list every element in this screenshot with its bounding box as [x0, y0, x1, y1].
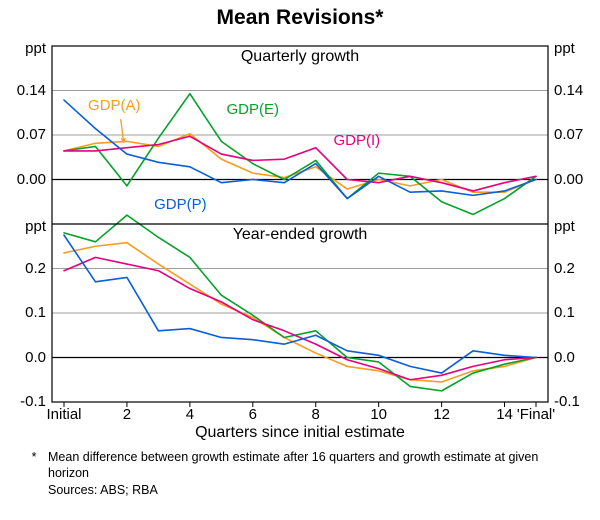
- xtick-0: Initial: [39, 406, 89, 423]
- ytick-left-p1-2: 0.1: [25, 304, 46, 321]
- xtick-3: 6: [228, 406, 278, 423]
- series-label-gdpa: GDP(A): [88, 97, 141, 114]
- chart-plot: [0, 0, 600, 520]
- ytick-left-p1-3: 0.2: [25, 260, 46, 277]
- ytick-left-p1-0: -0.1: [20, 393, 46, 410]
- ytick-left-p1-1: 0.0: [25, 349, 46, 366]
- series-line-gdpa-p0: [64, 134, 536, 192]
- y-unit-left-p0: ppt: [25, 40, 46, 57]
- series-line-gdpa-p1: [64, 243, 536, 382]
- series-line-gdpe-p1: [64, 215, 536, 391]
- ytick-right-p1-2: 0.1: [554, 304, 575, 321]
- series-line-gdpi-p1: [64, 257, 536, 379]
- y-unit-left-p1: ppt: [25, 218, 46, 235]
- xtick-1: 2: [102, 406, 152, 423]
- xtick-5: 10: [354, 406, 404, 423]
- ytick-right-p0-2: 0.14: [554, 82, 583, 99]
- series-label-gdpi: GDP(I): [333, 132, 380, 149]
- y-unit-right-p0: ppt: [554, 40, 575, 57]
- xtick-6: 12: [417, 406, 467, 423]
- ytick-left-p0-1: 0.07: [17, 126, 46, 143]
- ytick-left-p0-0: 0.00: [17, 171, 46, 188]
- series-line-gdpi-p0: [64, 136, 536, 191]
- series-label-gdpp: GDP(P): [154, 196, 207, 213]
- series-line-gdpp-p0: [64, 100, 536, 199]
- series-label-gdpe: GDP(E): [227, 101, 280, 118]
- y-unit-right-p1: ppt: [554, 218, 575, 235]
- ytick-right-p0-1: 0.07: [554, 126, 583, 143]
- ytick-right-p1-3: 0.2: [554, 260, 575, 277]
- xtick-4: 8: [291, 406, 341, 423]
- series-line-gdpp-p1: [64, 235, 536, 373]
- ytick-right-p0-0: 0.00: [554, 171, 583, 188]
- xtick-2: 4: [165, 406, 215, 423]
- ytick-right-p1-0: -0.1: [554, 393, 580, 410]
- ytick-right-p1-1: 0.0: [554, 349, 575, 366]
- ytick-left-p0-2: 0.14: [17, 82, 46, 99]
